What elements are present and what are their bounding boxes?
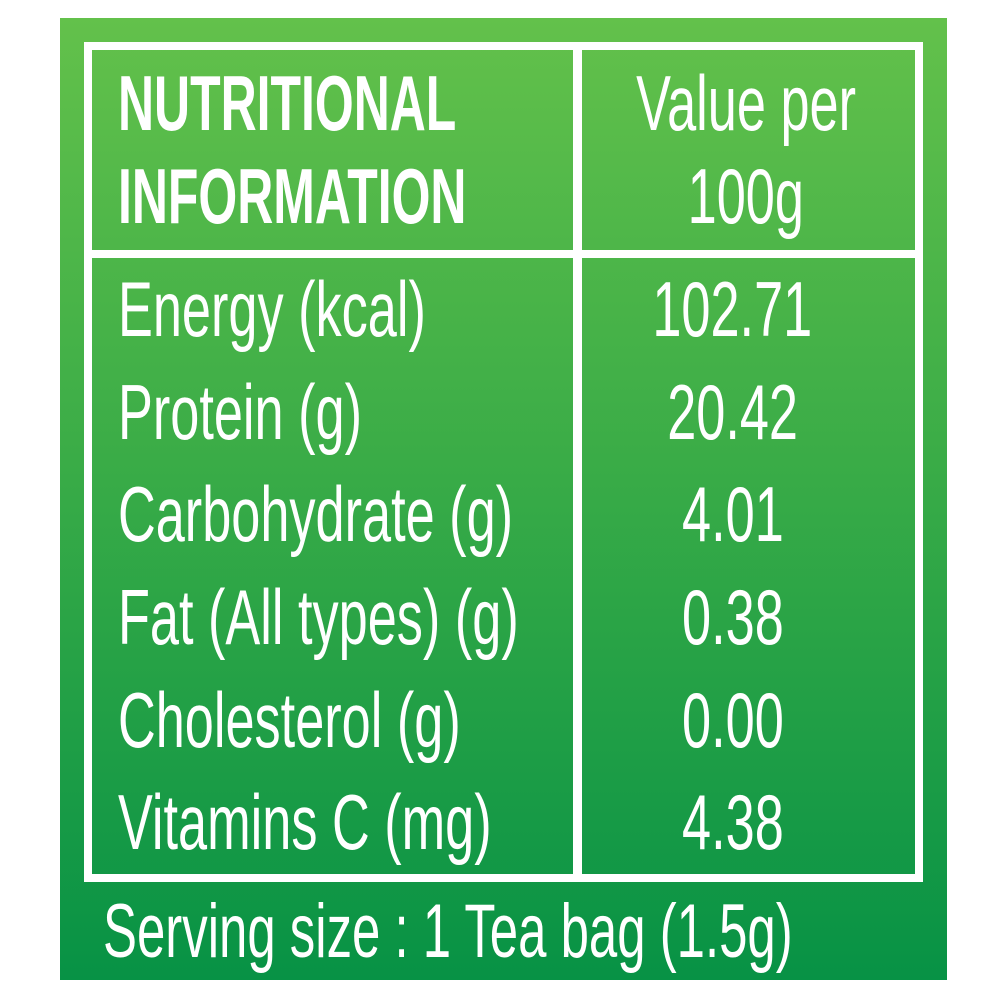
nutrition-label: NUTRITIONAL INFORMATION Value per 100g E… [60,18,947,980]
header-right-line1: Value per [582,57,910,150]
nutrient-value-text: 4.01 [681,470,784,559]
serving-size-text: Serving size : 1 Tea bag (1.5g) [103,888,793,974]
nutrient-label-text: Vitamins C (mg) [118,778,492,867]
header-cell-nutritional-information: NUTRITIONAL INFORMATION [92,50,573,250]
header-right-line1-text: Value per [636,59,856,147]
nutrient-label-text: Cholesterol (g) [118,675,461,764]
header-left-line2: INFORMATION [118,150,573,243]
nutrient-value-text: 4.38 [681,778,784,867]
nutrient-value-text: 20.42 [667,367,798,456]
nutrient-value: 20.42 [573,360,915,464]
nutrient-label: Carbohydrate (g) [92,463,573,566]
nutrient-label: Energy (kcal) [92,258,573,361]
nutrition-table: NUTRITIONAL INFORMATION Value per 100g E… [84,42,923,882]
header-left-line1-text: NUTRITIONAL [118,59,457,147]
nutrient-label-text: Carbohydrate (g) [118,470,514,559]
table-row-energy: Energy (kcal) 102.71 [92,258,915,361]
table-row-cholesterol: Cholesterol (g) 0.00 [92,668,915,772]
serving-size-note: Serving size : 1 Tea bag (1.5g) [60,882,947,980]
nutrient-label-text: Energy (kcal) [118,264,426,353]
nutrient-value: 0.38 [573,566,915,669]
nutrient-label: Vitamins C (mg) [92,771,573,874]
header-left-line1: NUTRITIONAL [118,57,573,150]
nutrient-value-text: 0.38 [681,572,784,661]
header-right-line2-text: 100g [687,152,805,240]
nutrient-value: 4.38 [573,771,915,875]
nutrient-label: Cholesterol (g) [92,669,573,772]
nutrient-value-text: 0.00 [681,675,784,764]
table-row-protein: Protein (g) 20.42 [92,360,915,464]
nutrient-value-text: 102.71 [652,264,813,353]
nutrient-value: 102.71 [573,258,915,361]
nutrient-label-text: Protein (g) [118,367,362,456]
nutrient-value: 0.00 [573,668,915,772]
nutrient-value: 4.01 [573,463,915,567]
table-row-carbohydrate: Carbohydrate (g) 4.01 [92,463,915,567]
nutrient-label-text: Fat (All types) (g) [118,572,519,661]
table-row-fat: Fat (All types) (g) 0.38 [92,566,915,669]
header-left-line2-text: INFORMATION [118,152,467,240]
table-body: Energy (kcal) 102.71 Protein (g) 20.42 C… [92,258,915,875]
table-header-row: NUTRITIONAL INFORMATION Value per 100g [92,50,915,258]
header-right-line2: 100g [659,150,833,243]
nutrient-label: Fat (All types) (g) [92,566,573,669]
table-row-vitamin-c: Vitamins C (mg) 4.38 [92,771,915,875]
header-cell-value-per-100g: Value per 100g [573,50,942,250]
nutrient-label: Protein (g) [92,361,573,464]
